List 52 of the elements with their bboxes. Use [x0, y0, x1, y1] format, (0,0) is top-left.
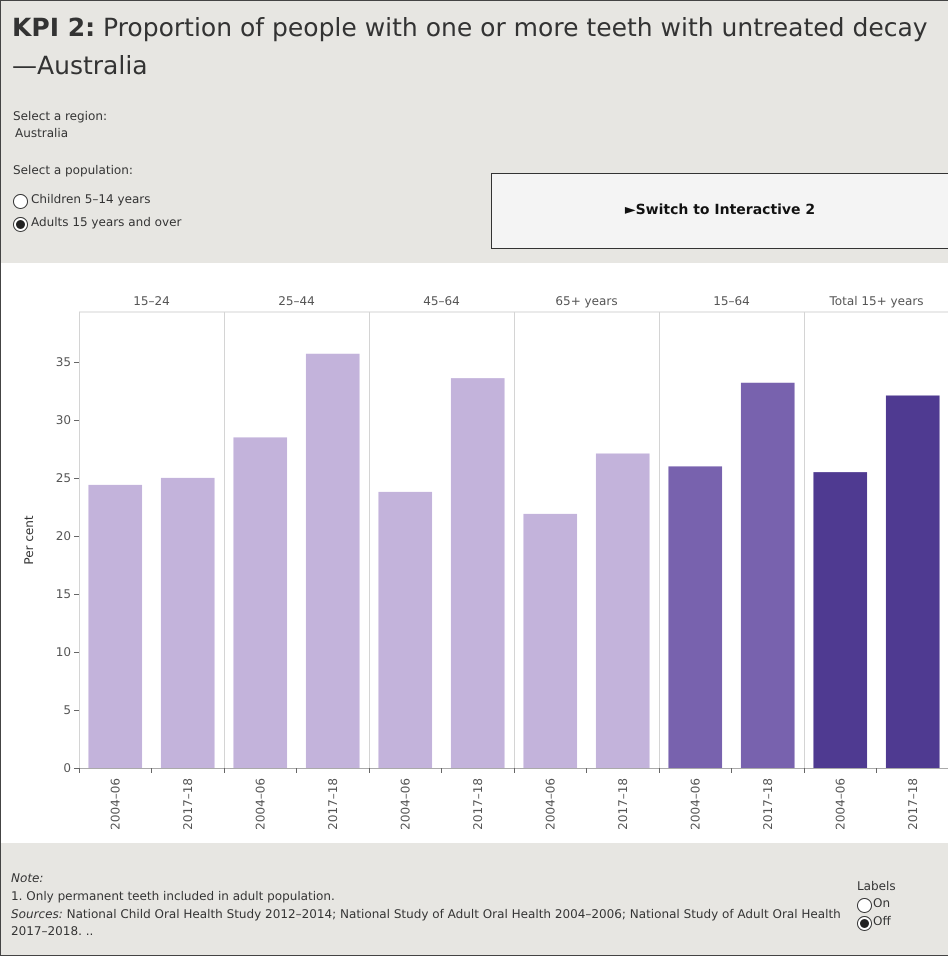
text: 1. Only permanent teeth included in adult population. — [11, 889, 335, 903]
x-tick-label: 2004–06 — [108, 778, 122, 830]
bar — [668, 466, 722, 768]
x-tick-label: 2004–06 — [253, 778, 268, 830]
y-tick-label: 25 — [56, 470, 71, 485]
bar — [886, 396, 940, 768]
y-tick-label: 30 — [56, 412, 71, 427]
x-tick-label: 2004–06 — [833, 778, 848, 830]
switch-button[interactable]: ►Switch to Interactive 2 — [491, 173, 948, 249]
text: 15–24 — [133, 294, 170, 308]
y-tick-label: 10 — [56, 644, 71, 659]
y-axis-title: Per cent — [22, 515, 36, 565]
y-tick-label: 5 — [63, 702, 71, 717]
text: Off — [873, 914, 891, 928]
text: On — [873, 896, 890, 910]
x-tick-label: 2017–18 — [760, 778, 775, 830]
x-tick-label: 2017–18 — [326, 778, 340, 830]
bar — [813, 472, 868, 768]
text: Note: — [11, 871, 44, 885]
text: Australia — [15, 126, 68, 140]
x-tick-label: 2004–06 — [688, 778, 702, 830]
bar — [306, 354, 360, 768]
text: 65+ years — [555, 294, 618, 308]
bar — [596, 454, 650, 768]
text: Total 15+ years — [828, 294, 924, 308]
bar — [88, 484, 142, 768]
bar — [378, 492, 432, 768]
text: Select a population: — [13, 163, 133, 177]
text: Select a region: — [13, 109, 107, 123]
source-note: Sources: National Child Oral Health Study 2012–2014; National Study of Adult Oral Health 2004–2006; National Study of Adult Oral Health 2017–2018. .. — [11, 906, 842, 940]
text: Adults 15 years and over — [31, 215, 182, 229]
x-tick-label: 2004–06 — [398, 778, 412, 830]
x-tick-label: 2017–18 — [906, 778, 920, 830]
bar — [740, 382, 795, 768]
x-tick-label: 2017–18 — [470, 778, 485, 830]
x-tick-label: 2017–18 — [180, 778, 195, 830]
x-tick-label: 2004–06 — [543, 778, 558, 830]
chart-title: KPI 2: Proportion of people with one or more teeth with untreated decay—Australia — [12, 12, 929, 82]
y-tick-label: 0 — [63, 761, 71, 775]
text: 45–64 — [423, 294, 460, 308]
y-tick-label: 20 — [56, 528, 71, 543]
bar — [160, 478, 215, 768]
bar — [523, 514, 578, 768]
x-tick-label: 2017–18 — [616, 778, 630, 830]
text: 25–44 — [278, 294, 315, 308]
bar — [233, 437, 288, 768]
y-tick-label: 35 — [56, 354, 71, 369]
y-tick-label: 15 — [56, 586, 71, 601]
bar — [450, 378, 505, 768]
text: 15–64 — [713, 294, 750, 308]
text: Labels — [857, 879, 896, 893]
text: Children 5–14 years — [31, 192, 150, 206]
